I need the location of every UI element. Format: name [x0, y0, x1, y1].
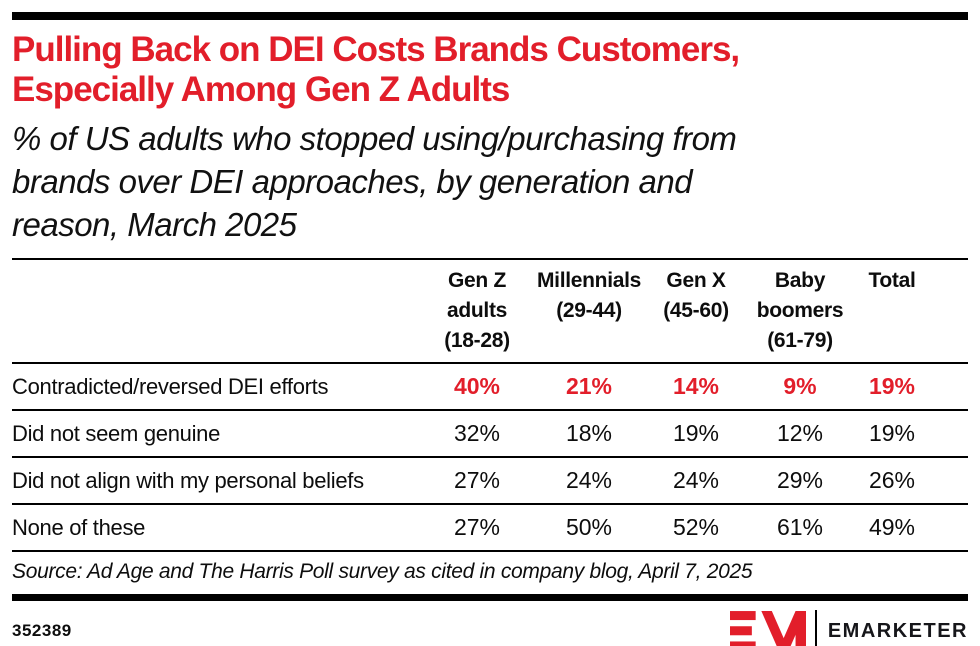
table-row-not-align-beliefs: Did not align with my personal beliefs 2… [12, 458, 968, 505]
emarketer-wordmark: EMARKETER [827, 619, 968, 642]
chart-subtitle-line-3: reason, March 2025 [12, 206, 297, 243]
cell-value: 24% [672, 467, 720, 493]
row-label: Did not align with my personal beliefs [12, 467, 364, 493]
cell-value: 61% [776, 514, 824, 540]
cell-value: 19% [672, 420, 720, 446]
cell-value: 26% [868, 467, 916, 493]
cell-value: 27% [453, 467, 501, 493]
row-label: Contradicted/reversed DEI efforts [12, 373, 329, 399]
chart-title-line-1: Pulling Back on DEI Costs Brands Custome… [12, 30, 740, 69]
emarketer-logo: EMARKETER [729, 610, 968, 646]
column-header-total: Total [868, 269, 916, 292]
table-row-none-of-these: None of these 27% 50% 52% 61% 49% [12, 505, 968, 552]
cell-value: 29% [776, 467, 824, 493]
cell-value: 27% [453, 514, 501, 540]
cell-value: 32% [453, 420, 501, 446]
table-row-not-genuine: Did not seem genuine 32% 18% 19% 12% 19% [12, 411, 968, 458]
cell-value: 24% [565, 467, 613, 493]
data-table: Gen Z adults (18-28) Millennials (29-44)… [12, 258, 968, 552]
chart-subtitle-line-2: brands over DEI approaches, by generatio… [12, 163, 693, 200]
column-header-gen-z: Gen Z adults (18-28) [444, 269, 510, 352]
cell-value: 12% [776, 420, 824, 446]
column-header-millennials: Millennials (29-44) [536, 269, 642, 322]
cell-value: 19% [868, 373, 916, 399]
cell-value: 40% [453, 373, 501, 399]
chart-title-line-2: Especially Among Gen Z Adults [12, 70, 510, 109]
column-header-gen-x: Gen X (45-60) [663, 269, 729, 322]
table-row-contradicted-reversed: Contradicted/reversed DEI efforts 40% 21… [12, 364, 968, 411]
cell-value: 9% [783, 373, 817, 399]
cell-value: 50% [565, 514, 613, 540]
cell-value: 21% [565, 373, 613, 399]
cell-value: 52% [672, 514, 720, 540]
logo-divider [814, 610, 817, 646]
row-label: Did not seem genuine [12, 420, 221, 446]
cell-value: 18% [565, 420, 613, 446]
chart-id: 352389 [12, 621, 72, 640]
column-header-baby-boomers: Baby boomers (61-79) [756, 269, 844, 352]
source-note: Source: Ad Age and The Harris Poll surve… [12, 560, 753, 583]
cell-value: 49% [868, 514, 916, 540]
chart-subtitle-line-1: % of US adults who stopped using/purchas… [12, 120, 737, 157]
em-monogram-icon [729, 611, 806, 646]
top-accent-bar [12, 12, 968, 20]
bottom-accent-bar [12, 594, 968, 601]
cell-value: 19% [868, 420, 916, 446]
table-header-row: Gen Z adults (18-28) Millennials (29-44)… [12, 260, 968, 364]
footer: 352389 EMARKETER [12, 601, 968, 646]
cell-value: 14% [672, 373, 720, 399]
chart-title: Pulling Back on DEI Costs Brands Custome… [12, 30, 968, 110]
chart-subtitle: % of US adults who stopped using/purchas… [12, 117, 968, 246]
row-label: None of these [12, 514, 146, 540]
